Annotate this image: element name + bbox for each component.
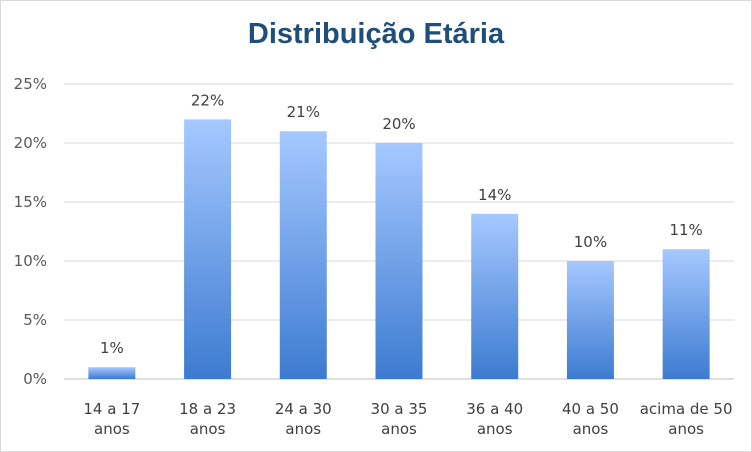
- bars: [88, 119, 710, 380]
- chart-title: Distribuição Etária: [247, 18, 505, 50]
- bar: [375, 143, 423, 379]
- y-tick-label: 0%: [23, 370, 47, 388]
- data-label: 10%: [574, 233, 607, 251]
- data-label: 20%: [382, 115, 415, 133]
- bar: [471, 213, 519, 379]
- data-label: 11%: [669, 221, 702, 239]
- data-label: 22%: [191, 91, 224, 109]
- x-tick-label: 24 a 30 anos: [275, 400, 332, 438]
- bar: [88, 367, 136, 379]
- y-axis-ticks: 0% 5% 10% 15% 20% 25%: [14, 75, 47, 388]
- y-tick-label: 20%: [14, 134, 47, 152]
- x-tick-label: acima de 50 anos: [640, 400, 733, 438]
- data-labels: 1% 22% 21% 20% 14% 10% 11%: [100, 91, 703, 357]
- data-label: 1%: [100, 339, 124, 357]
- y-tick-label: 15%: [14, 193, 47, 211]
- data-label: 21%: [287, 103, 320, 121]
- x-tick-label: 14 a 17 anos: [83, 400, 140, 438]
- bar: [184, 119, 232, 380]
- bar: [566, 261, 614, 379]
- x-tick-label: 30 a 35 anos: [371, 400, 428, 438]
- y-tick-label: 5%: [23, 311, 47, 329]
- x-tick-label: 18 a 23 anos: [179, 400, 236, 438]
- bar: [279, 131, 327, 379]
- y-tick-label: 10%: [14, 252, 47, 270]
- x-axis-categories: 14 a 17 anos 18 a 23 anos 24 a 30 anos 30 a 35…: [83, 400, 732, 438]
- y-tick-label: 25%: [14, 75, 47, 93]
- x-tick-label: 36 a 40 anos: [466, 400, 523, 438]
- x-tick-label: 40 a 50 anos: [562, 400, 619, 438]
- bar: [662, 249, 710, 379]
- data-label: 14%: [478, 186, 511, 204]
